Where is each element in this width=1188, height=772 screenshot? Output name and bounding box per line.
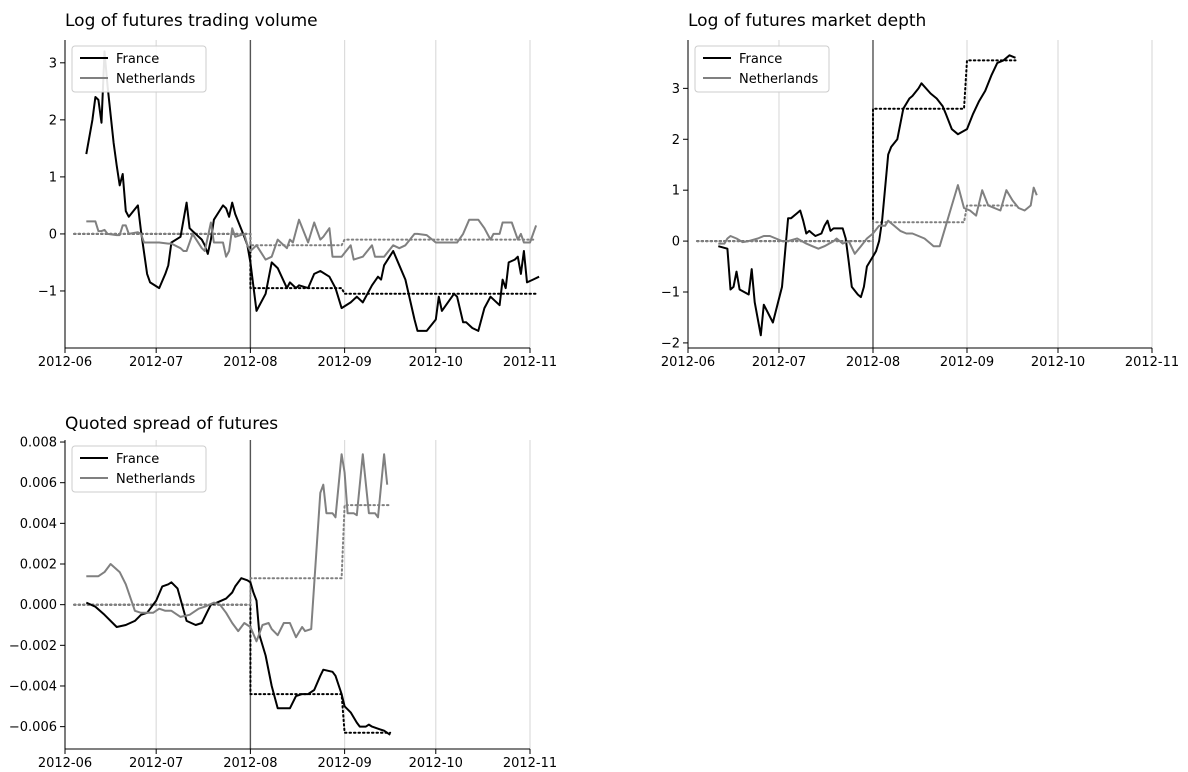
x-tick-label: 2012-11 xyxy=(503,355,557,370)
chart-title: Quoted spread of futures xyxy=(65,414,278,434)
x-tick-label: 2012-06 xyxy=(38,355,92,370)
chart-panel-quoted-spread: Quoted spread of futures 2012-06 2012-07 2… xyxy=(9,414,557,771)
chart-panel-trading-volume: Log of futures trading volume 2012-06 201… xyxy=(38,11,557,370)
x-tick-label: 2012-10 xyxy=(1031,355,1085,370)
y-tick-label: 0 xyxy=(672,235,680,250)
series-line-france xyxy=(718,54,1016,337)
x-tick-label: 2012-08 xyxy=(846,355,900,370)
x-tick-label: 2012-07 xyxy=(129,756,183,771)
reference-step-line xyxy=(73,504,392,606)
reference-step-line xyxy=(696,204,1017,243)
y-tick-label: 0.008 xyxy=(20,436,57,451)
x-tick-label: 2012-07 xyxy=(129,355,183,370)
x-tick-label: 2012-11 xyxy=(1125,355,1179,370)
x-tick-label: 2012-09 xyxy=(940,355,994,370)
y-tick-label: 3 xyxy=(672,82,680,97)
y-tick-label: 0 xyxy=(49,227,57,242)
chart-title: Log of futures market depth xyxy=(688,11,926,31)
y-tick-label: 0.002 xyxy=(20,558,57,573)
series-line-netherlands xyxy=(718,184,1038,255)
y-tick-label: −1 xyxy=(661,286,680,301)
y-tick-label: −0.002 xyxy=(9,639,57,654)
y-tick-label: 2 xyxy=(672,133,680,148)
chart-title: Log of futures trading volume xyxy=(65,11,318,31)
y-tick-label: 3 xyxy=(49,56,57,71)
legend-label: France xyxy=(739,52,782,67)
legend-label: France xyxy=(116,452,159,467)
y-tick-label: −0.004 xyxy=(9,679,57,694)
legend-label: Netherlands xyxy=(739,72,818,87)
y-tick-label: −2 xyxy=(661,336,680,351)
x-tick-label: 2012-07 xyxy=(752,355,806,370)
y-tick-label: 1 xyxy=(672,184,680,199)
series-line-netherlands xyxy=(86,218,538,261)
x-tick-label: 2012-10 xyxy=(409,756,463,771)
x-tick-label: 2012-09 xyxy=(317,756,371,771)
reference-step-line xyxy=(73,603,392,734)
legend-label: Netherlands xyxy=(116,472,195,487)
y-tick-label: 0.000 xyxy=(20,598,57,613)
y-tick-label: −1 xyxy=(38,284,57,299)
legend-label: Netherlands xyxy=(116,72,195,87)
reference-step-line xyxy=(696,59,1017,243)
y-tick-label: 0.006 xyxy=(20,476,57,491)
x-tick-label: 2012-08 xyxy=(223,355,277,370)
chart-panel-market-depth: Log of futures market depth 2012-06 2012-… xyxy=(661,11,1179,370)
series-line-netherlands xyxy=(86,453,389,643)
reference-step-line xyxy=(73,232,538,247)
series-line-france xyxy=(85,577,391,736)
y-tick-label: −0.006 xyxy=(9,720,57,735)
y-tick-label: 0.004 xyxy=(20,517,57,532)
legend-label: France xyxy=(116,52,159,67)
x-tick-label: 2012-09 xyxy=(317,355,371,370)
x-tick-label: 2012-11 xyxy=(503,756,557,771)
x-tick-label: 2012-06 xyxy=(661,355,715,370)
x-tick-label: 2012-10 xyxy=(409,355,463,370)
series-line-france xyxy=(85,50,540,332)
y-tick-label: 1 xyxy=(49,170,57,185)
x-tick-label: 2012-08 xyxy=(223,756,277,771)
y-tick-label: 2 xyxy=(49,113,57,128)
x-tick-label: 2012-06 xyxy=(38,756,92,771)
